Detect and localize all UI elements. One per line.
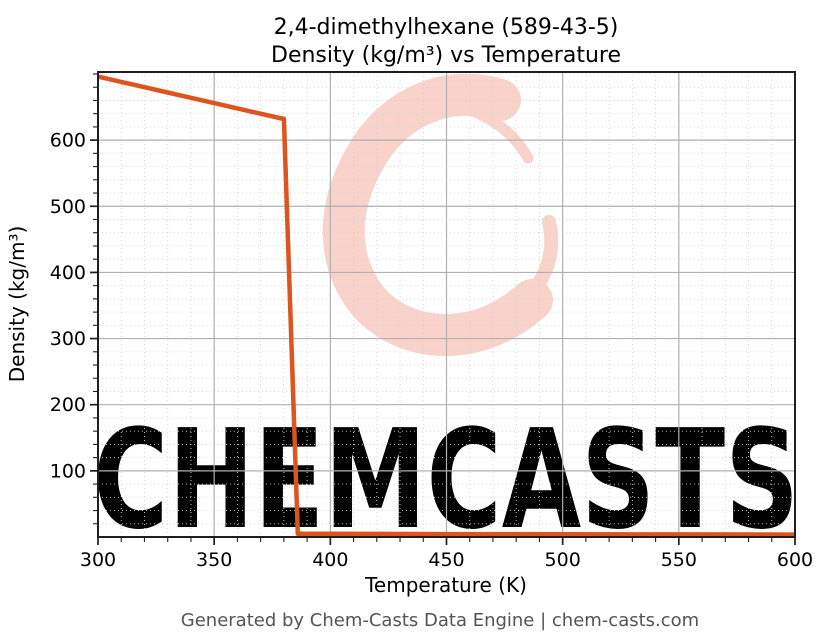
x-axis-label: Temperature (K) (364, 573, 527, 597)
footer-credit: Generated by Chem-Casts Data Engine | ch… (181, 610, 699, 631)
x-tick-label: 600 (777, 549, 813, 571)
x-tick-label: 450 (428, 549, 464, 571)
axis-ticks (90, 73, 796, 545)
axes-spines (97, 71, 796, 538)
y-axis-label: Density (kg/m³) (5, 226, 29, 383)
y-tick-label: 100 (50, 460, 86, 482)
y-tick-label: 300 (50, 328, 86, 350)
major-gridlines (98, 72, 795, 537)
y-tick-label: 200 (50, 394, 86, 416)
logo-c-inner-arc (397, 97, 534, 164)
chart-title-line1: 2,4-dimethylhexane (589-43-5) (274, 15, 619, 40)
axis-tick-labels: 300 350 400 450 500 550 600 100 200 300 400 500 600 (50, 130, 813, 571)
density-line (98, 74, 795, 537)
data-series (98, 74, 795, 537)
chart-title-line2: Density (kg/m³) vs Temperature (271, 43, 621, 68)
x-tick-label: 400 (312, 549, 348, 571)
x-tick-label: 500 (545, 549, 581, 571)
x-tick-label: 350 (196, 549, 232, 571)
y-tick-label: 600 (50, 130, 86, 152)
y-tick-label: 400 (50, 262, 86, 284)
x-tick-label: 550 (661, 549, 697, 571)
x-tick-label: 300 (80, 549, 116, 571)
y-tick-label: 500 (50, 196, 86, 218)
